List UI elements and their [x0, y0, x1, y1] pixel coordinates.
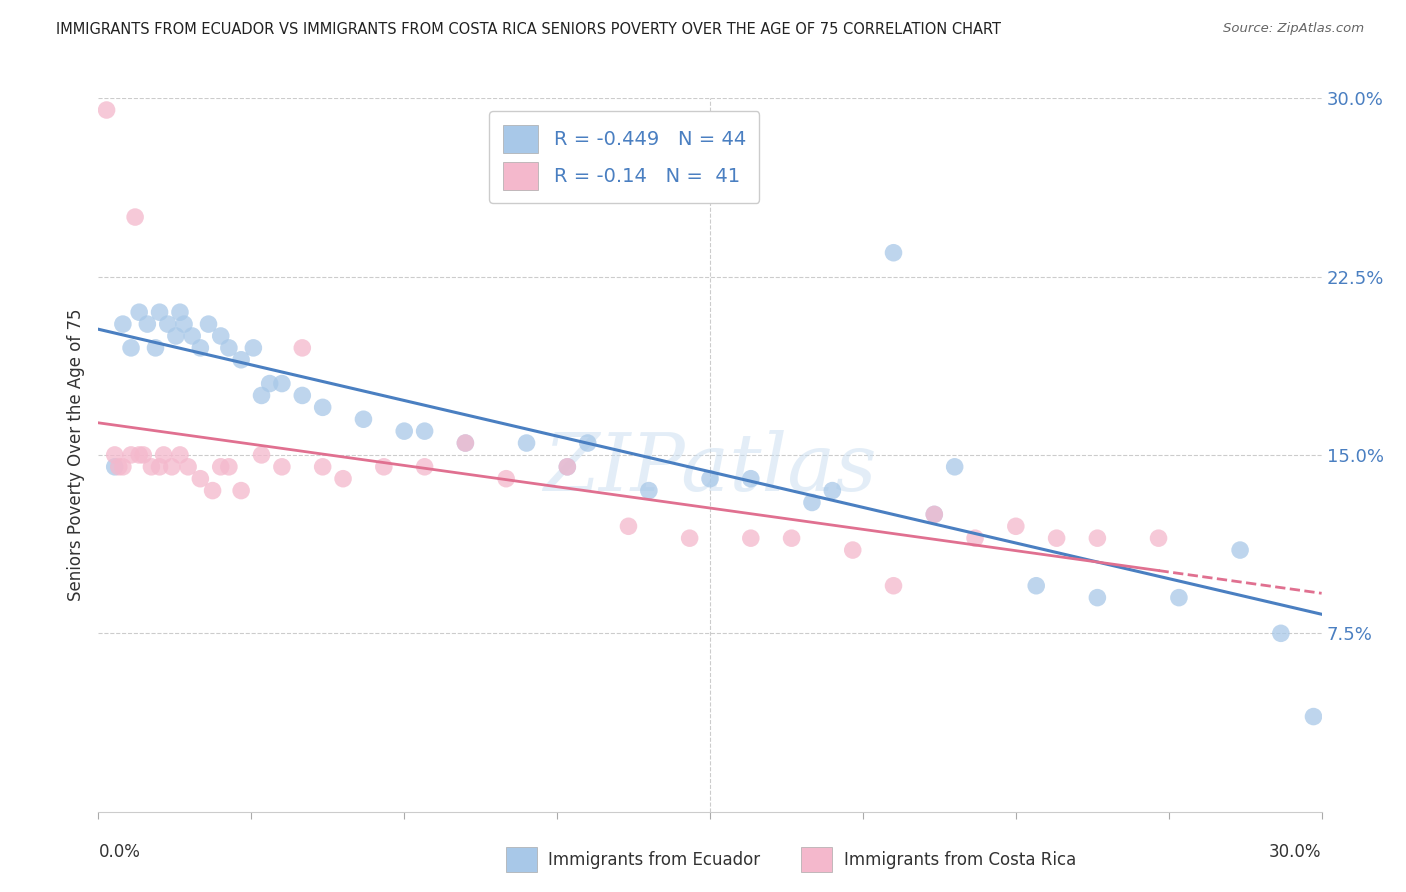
Point [104, 448, 127, 462]
Point [516, 436, 538, 450]
Point [218, 341, 240, 355]
Point [136, 317, 159, 331]
Point [149, 305, 172, 319]
Point [332, 472, 354, 486]
Point [883, 579, 905, 593]
Point [413, 459, 436, 474]
Point [352, 412, 374, 426]
Point [312, 401, 335, 415]
Point [943, 459, 966, 474]
Point [495, 472, 517, 486]
Point [1270, 626, 1292, 640]
Point [156, 317, 179, 331]
Point [218, 459, 240, 474]
Point [1025, 579, 1047, 593]
Point [373, 459, 395, 474]
Point [165, 329, 187, 343]
Point [1167, 591, 1189, 605]
Legend: R = -0.449   N = 44, R = -0.14   N =  41: R = -0.449 N = 44, R = -0.14 N = 41 [489, 112, 759, 203]
Y-axis label: Seniors Poverty Over the Age of 75: Seniors Poverty Over the Age of 75 [67, 309, 86, 601]
Point [638, 483, 661, 498]
Point [141, 459, 163, 474]
Point [128, 448, 150, 462]
Point [1302, 709, 1324, 723]
Point [173, 317, 195, 331]
Point [96, 103, 118, 117]
Point [1085, 591, 1108, 605]
Text: IMMIGRANTS FROM ECUADOR VS IMMIGRANTS FROM COSTA RICA SENIORS POVERTY OVER THE A: IMMIGRANTS FROM ECUADOR VS IMMIGRANTS FR… [56, 22, 1001, 37]
Point [120, 341, 142, 355]
Point [454, 436, 477, 450]
Point [177, 459, 200, 474]
Point [270, 376, 294, 391]
Point [209, 329, 232, 343]
Point [270, 459, 294, 474]
Point [145, 341, 167, 355]
Text: 30.0%: 30.0% [1270, 843, 1322, 861]
Point [111, 317, 134, 331]
Point [209, 459, 232, 474]
Text: Source: ZipAtlas.com: Source: ZipAtlas.com [1223, 22, 1364, 36]
Point [1045, 531, 1069, 545]
Point [1229, 543, 1251, 558]
Point [699, 472, 721, 486]
Point [231, 352, 253, 367]
Text: ZIPatlas: ZIPatlas [543, 431, 877, 508]
Point [291, 341, 314, 355]
Point [231, 483, 253, 498]
Point [291, 388, 314, 402]
Point [169, 448, 191, 462]
Point [841, 543, 863, 558]
Point [922, 508, 945, 522]
Point [922, 508, 945, 522]
Point [188, 341, 212, 355]
Point [108, 459, 131, 474]
Point [201, 483, 224, 498]
Point [1085, 531, 1108, 545]
Point [169, 305, 191, 319]
Text: 0.0%: 0.0% [98, 843, 141, 861]
Point [104, 459, 127, 474]
Point [821, 483, 844, 498]
Point [454, 436, 477, 450]
Point [392, 424, 416, 438]
Point [557, 459, 579, 474]
Point [965, 531, 987, 545]
Point [132, 448, 155, 462]
Point [1004, 519, 1026, 533]
Point [124, 210, 146, 224]
Text: Immigrants from Ecuador: Immigrants from Ecuador [548, 851, 761, 869]
Point [801, 495, 824, 509]
Point [557, 459, 579, 474]
Point [160, 459, 183, 474]
Point [149, 459, 172, 474]
Point [883, 245, 905, 260]
Point [250, 448, 273, 462]
Point [780, 531, 803, 545]
Point [617, 519, 640, 533]
Point [120, 448, 142, 462]
Point [181, 329, 204, 343]
Point [1147, 531, 1170, 545]
Point [312, 459, 335, 474]
Point [576, 436, 599, 450]
Point [111, 459, 134, 474]
Point [250, 388, 273, 402]
Point [679, 531, 702, 545]
Point [152, 448, 174, 462]
Text: Immigrants from Costa Rica: Immigrants from Costa Rica [844, 851, 1076, 869]
Point [259, 376, 281, 391]
Point [413, 424, 436, 438]
Point [740, 472, 762, 486]
Point [128, 305, 150, 319]
Point [188, 472, 212, 486]
Point [197, 317, 219, 331]
Point [242, 341, 264, 355]
Point [740, 531, 762, 545]
